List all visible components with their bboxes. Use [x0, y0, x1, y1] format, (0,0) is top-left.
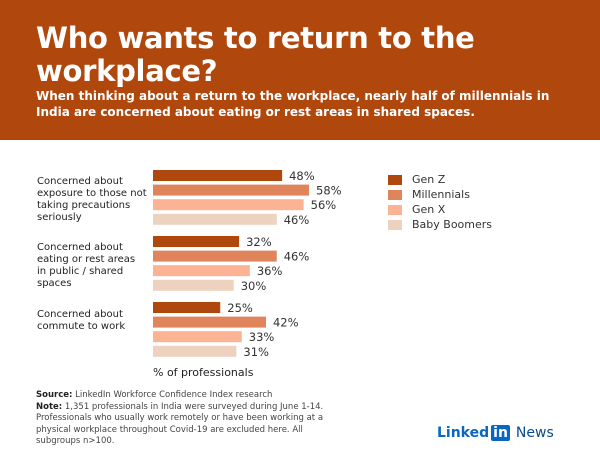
header-banner: Who wants to return to the workplace? Wh… — [0, 0, 600, 140]
data-label: 46% — [284, 250, 310, 264]
data-label: 32% — [246, 235, 272, 249]
data-label: 36% — [257, 264, 283, 278]
logo-text: Linked — [437, 425, 490, 441]
bar — [153, 279, 234, 291]
note-label: Note: — [36, 401, 63, 412]
data-label: 30% — [241, 279, 267, 293]
chart-subtitle: When thinking about a return to the work… — [36, 89, 550, 119]
logo-news: News — [515, 425, 554, 441]
source-text: LinkedIn Workforce Confidence Index rese… — [75, 390, 273, 400]
data-label: 46% — [284, 213, 310, 227]
footer-notes: Source: LinkedIn Workforce Confidence In… — [36, 390, 326, 448]
legend-label: Millennials — [412, 188, 470, 201]
category-label: Concerned about commute to work — [37, 309, 126, 332]
data-label: 33% — [249, 330, 275, 344]
legend-swatch — [388, 204, 402, 215]
bar — [153, 236, 240, 247]
data-label: 58% — [316, 184, 342, 198]
note-text: 1,351 professionals in India were survey… — [36, 401, 324, 447]
data-label: 25% — [227, 301, 253, 315]
legend-swatch — [388, 189, 402, 200]
data-label: 31% — [243, 345, 269, 359]
chart-title: Who wants to return to the workplace? — [36, 21, 475, 88]
x-axis-label: % of professionals — [153, 366, 254, 379]
legend: Gen Z Millennials Gen X Baby Boomers — [388, 172, 492, 232]
legend-label: Baby Boomers — [412, 218, 493, 231]
bar — [153, 199, 304, 211]
legend-label: Gen Z — [412, 173, 446, 186]
bar — [153, 331, 242, 343]
legend-swatch — [388, 174, 402, 185]
bar — [153, 265, 250, 277]
legend-item: Gen X — [388, 202, 492, 217]
logo-in-box: in — [491, 425, 510, 441]
category-label: Concerned about exposure to those not ta… — [37, 176, 147, 223]
bar — [153, 316, 266, 328]
legend-item: Millennials — [388, 187, 492, 202]
bar — [153, 184, 310, 196]
bar — [153, 213, 277, 225]
data-label: 56% — [311, 198, 337, 212]
legend-swatch — [388, 219, 402, 230]
linkedin-news-logo: Linked in News — [437, 425, 554, 441]
bar — [153, 170, 283, 181]
category-label: Concerned about eating or rest areas in … — [37, 242, 136, 289]
legend-label: Gen X — [412, 203, 446, 216]
bar — [153, 302, 221, 313]
bar — [153, 345, 237, 357]
data-label: 48% — [289, 169, 315, 183]
legend-item: Gen Z — [388, 172, 492, 187]
bar — [153, 250, 277, 262]
legend-item: Baby Boomers — [388, 217, 492, 232]
source-label: Source: — [36, 390, 73, 400]
data-label: 42% — [273, 316, 299, 330]
